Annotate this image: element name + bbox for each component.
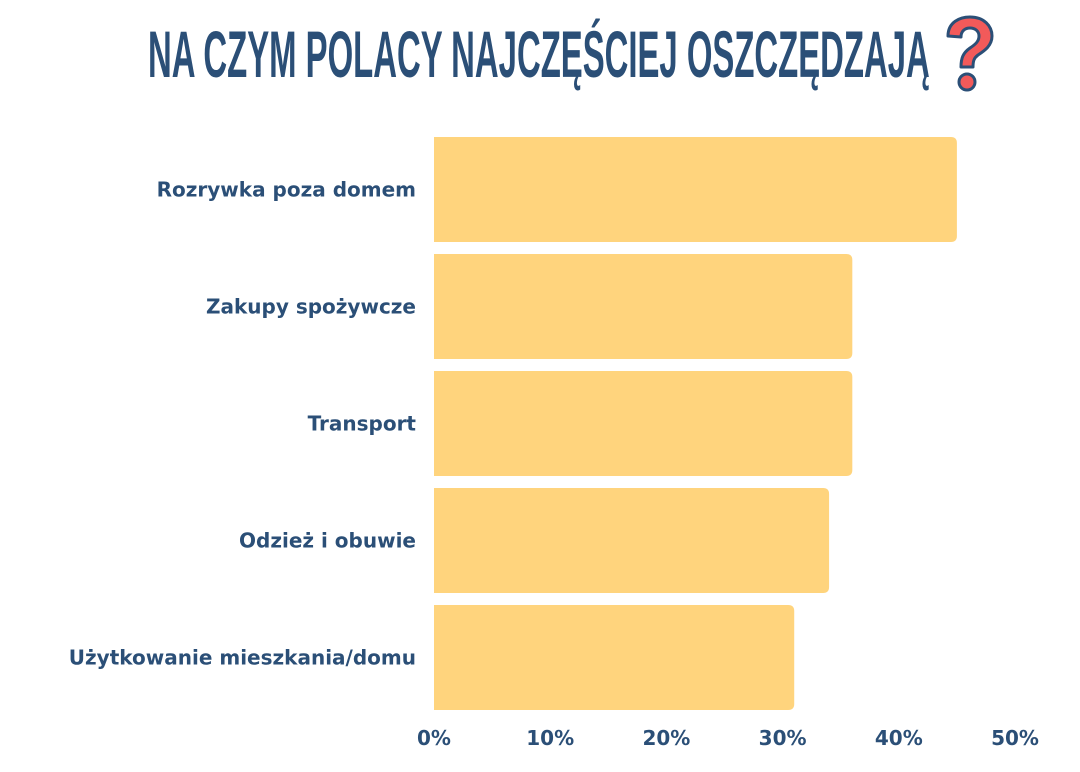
x-tick-label: 50%	[991, 726, 1039, 750]
category-label: Transport	[308, 412, 417, 436]
x-tick-label: 10%	[526, 726, 574, 750]
category-label: Rozrywka poza domem	[157, 178, 416, 202]
bar	[434, 254, 853, 359]
question-mark-icon	[946, 15, 994, 92]
x-tick-label: 40%	[875, 726, 923, 750]
category-label: Zakupy spożywcze	[206, 295, 416, 319]
bar	[434, 371, 853, 476]
bar	[434, 605, 795, 710]
chart-title: NA CZYM POLACY NAJCZĘŚCIEJ OSZCZĘDZAJĄ	[148, 17, 930, 91]
x-tick-label: 0%	[417, 726, 451, 750]
category-label: Użytkowanie mieszkania/domu	[69, 646, 416, 670]
category-label: Odzież i obuwie	[239, 529, 416, 553]
x-tick-label: 30%	[759, 726, 807, 750]
bar	[434, 488, 830, 593]
bar	[434, 137, 957, 242]
x-tick-label: 20%	[642, 726, 690, 750]
